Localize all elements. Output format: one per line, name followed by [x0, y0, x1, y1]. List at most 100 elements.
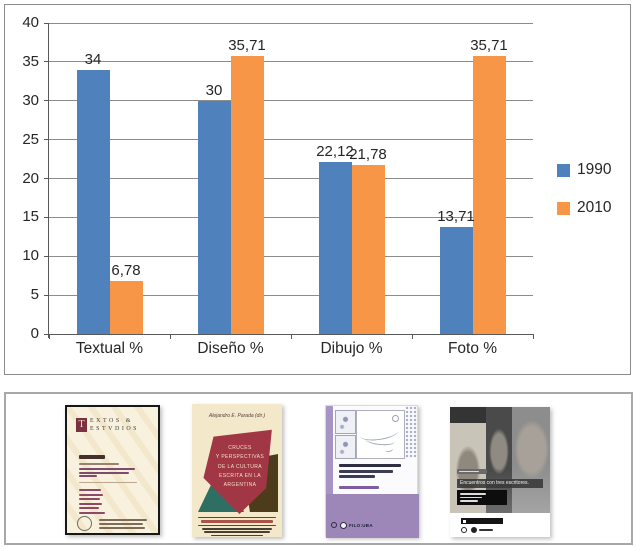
bar-2010-Dibujo %: [351, 164, 385, 334]
x-tick: [411, 334, 413, 339]
text-line: [79, 468, 135, 471]
divider: [198, 524, 276, 526]
title-line: CRUCES: [228, 445, 252, 451]
spine-strip: [326, 406, 333, 496]
logo-dot-icon: [463, 519, 466, 523]
sketch-thumbnail: [335, 410, 356, 434]
data-label: 13,71: [437, 208, 475, 226]
publisher-icon: [461, 527, 467, 533]
book-cover-encuentros: Encuentros con tres escritores.: [450, 407, 550, 537]
bar-2010-Foto %: [472, 56, 506, 334]
y-tick-label: 0: [30, 325, 39, 342]
logo-text: FILO:UBA: [349, 523, 373, 528]
y-tick: [44, 294, 49, 296]
y-tick-label: 20: [22, 169, 39, 187]
y-tick: [44, 22, 49, 24]
institute-logo: [461, 518, 503, 524]
y-tick-label: 40: [22, 14, 39, 31]
cover-title: CRUCES Y PERSPECTIVAS DE LA CULTURA ESCR…: [212, 444, 268, 490]
y-tick: [44, 255, 49, 257]
title-line: [79, 455, 105, 459]
sketch-thumbnail: [335, 435, 356, 459]
cover-header-line: ESTVDIOS: [90, 426, 140, 432]
x-category-label: Textual %: [75, 340, 144, 357]
data-label: 35,71: [470, 37, 508, 55]
cover-title: Encuentros con tres escritores.: [457, 479, 543, 488]
x-tick: [532, 334, 534, 339]
x-category-label: Dibujo %: [320, 340, 383, 357]
bar-2010-Diseño %: [230, 56, 264, 334]
bar-2010-Textual %: [109, 281, 143, 334]
data-label: 34: [84, 50, 102, 68]
data-label: 22,12: [316, 143, 354, 161]
gridline: [49, 178, 533, 179]
data-label: 21,78: [349, 145, 387, 163]
bird-sketch-icon: [384, 446, 394, 453]
x-category-label: Foto %: [447, 340, 498, 357]
x-category-label: Diseño %: [197, 340, 264, 357]
y-axis-line: [48, 23, 49, 338]
divider: [198, 517, 276, 518]
x-tick: [290, 334, 292, 339]
logo-circle-icon: [471, 527, 477, 533]
legend-swatch-2010: [557, 201, 570, 215]
text-line: [79, 463, 119, 465]
y-tick-label: 25: [22, 130, 39, 148]
series-label-text-line: [459, 470, 479, 473]
author-line: [460, 500, 478, 502]
data-label: 30: [205, 81, 223, 99]
series-label-bar: [457, 469, 487, 474]
text-line: [79, 475, 97, 478]
data-label: 6,78: [111, 262, 141, 280]
author-line: [460, 493, 486, 495]
legend-label-1990: 1990: [577, 161, 612, 178]
title-line: ARGENTINA: [223, 482, 257, 488]
divider: [79, 482, 137, 483]
title-line: ESCRITA EN LA: [218, 472, 262, 479]
authors-box: [457, 490, 507, 505]
y-tick-label: 35: [22, 52, 39, 70]
author-line: [79, 507, 99, 510]
moon-sketch-icon: [392, 415, 399, 422]
y-tick-label: 5: [30, 286, 39, 304]
gridline: [49, 216, 533, 218]
texture-strip: [405, 406, 417, 458]
gridline: [49, 61, 533, 63]
title-line: Y PERSPECTIVAS: [215, 454, 265, 461]
seal-icon: [77, 516, 92, 531]
book-covers-panel: T EXTOS & ESTVDIOS Alejandro E. Parada (…: [4, 392, 633, 545]
title-line: [339, 470, 393, 473]
book-cover-cruces-y-perspectivas: Alejandro E. Parada (dir.) CRUCES Y PERS…: [192, 404, 282, 537]
book-cover-textos-y-estudios: T EXTOS & ESTVDIOS: [65, 405, 160, 535]
contributors-line: [204, 531, 270, 534]
imprint-line: [99, 527, 145, 529]
bar-chart-panel: 0 5 10 15 20 25 30 35 40 34 30 22,12 13,71 6,78 35,71…: [4, 4, 631, 375]
purple-block: FILO:UBA: [326, 494, 419, 538]
legend-label-2010: 2010: [577, 199, 612, 216]
bar-1990-Diseño %: [197, 100, 231, 334]
y-tick: [44, 216, 49, 218]
photo-face-right: [512, 407, 550, 513]
logo-text-line: [479, 529, 493, 531]
book-cover-universidad-catedra: FILO:UBA: [325, 405, 419, 538]
y-tick: [44, 100, 49, 102]
compiler-line: [339, 486, 379, 489]
y-tick: [44, 139, 49, 141]
cover-header-line: EXTOS &: [90, 418, 133, 424]
gridline: [49, 22, 533, 24]
contributors-line: [211, 534, 263, 537]
contributors-line: [202, 528, 272, 530]
author-line: [79, 502, 102, 505]
gridline: [49, 139, 533, 141]
data-label: 35,71: [228, 37, 266, 55]
gridline: [49, 255, 533, 257]
legend-item-2010: 2010: [557, 199, 611, 217]
author-line: [79, 489, 101, 491]
cover-author: Alejandro E. Parada (dir.): [208, 413, 266, 419]
title-line: [339, 464, 401, 467]
author-line: [79, 493, 103, 496]
gridline: [49, 100, 533, 102]
bar-1990-Foto %: [439, 227, 473, 334]
y-tick: [44, 178, 49, 179]
